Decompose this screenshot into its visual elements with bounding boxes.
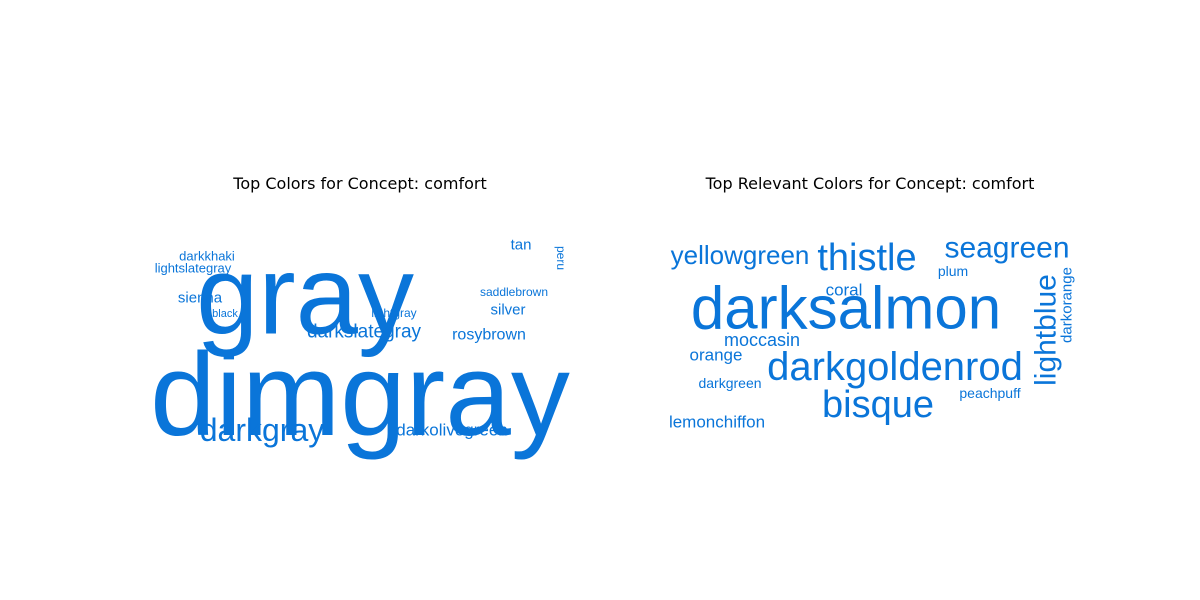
word-tan: tan [511,237,532,254]
word-saddlebrown: saddlebrown [480,285,548,299]
word-darkorange: darkorange [1059,267,1076,343]
word-orange: orange [690,346,743,365]
wordcloud-panel-right: Top Relevant Colors for Concept: comfort… [660,170,1080,432]
word-darkgoldenrod: darkgoldenrod [767,345,1023,389]
word-dimgray: dimgray [150,329,570,461]
wordcloud-panel-left: Top Colors for Concept: comfort dimgray g… [150,170,570,462]
word-lightgray: lightgray [371,306,416,320]
word-peachpuff: peachpuff [959,385,1020,401]
word-darkgray: darkgray [200,412,325,448]
word-bisque: bisque [822,384,934,426]
word-sienna: sienna [178,290,223,307]
word-moccasin: moccasin [724,330,800,350]
word-coral: coral [826,281,863,300]
word-seagreen: seagreen [944,232,1069,265]
word-darkkhaki: darkkhaki [179,249,235,264]
chart-title: Top Relevant Colors for Concept: comfort [705,174,1035,193]
word-darkslategray: darkslategray [307,322,422,343]
word-yellowgreen: yellowgreen [671,240,810,270]
word-lightblue: lightblue [1030,274,1063,386]
word-darksalmon: darksalmon [691,275,1001,342]
word-darkgreen: darkgreen [698,375,761,391]
word-gray: gray [196,233,414,358]
word-silver: silver [490,302,525,319]
word-plum: plum [938,263,968,279]
word-peru: peru [554,246,568,270]
word-lightslategray: lightslategray [155,261,232,276]
word-lemonchiffon: lemonchiffon [669,413,765,432]
word-black: black [212,308,238,320]
word-thistle: thistle [817,237,916,279]
chart-title: Top Colors for Concept: comfort [233,174,487,193]
word-darkolivegreen: darkolivegreen [396,421,508,440]
word-rosybrown: rosybrown [452,327,526,344]
